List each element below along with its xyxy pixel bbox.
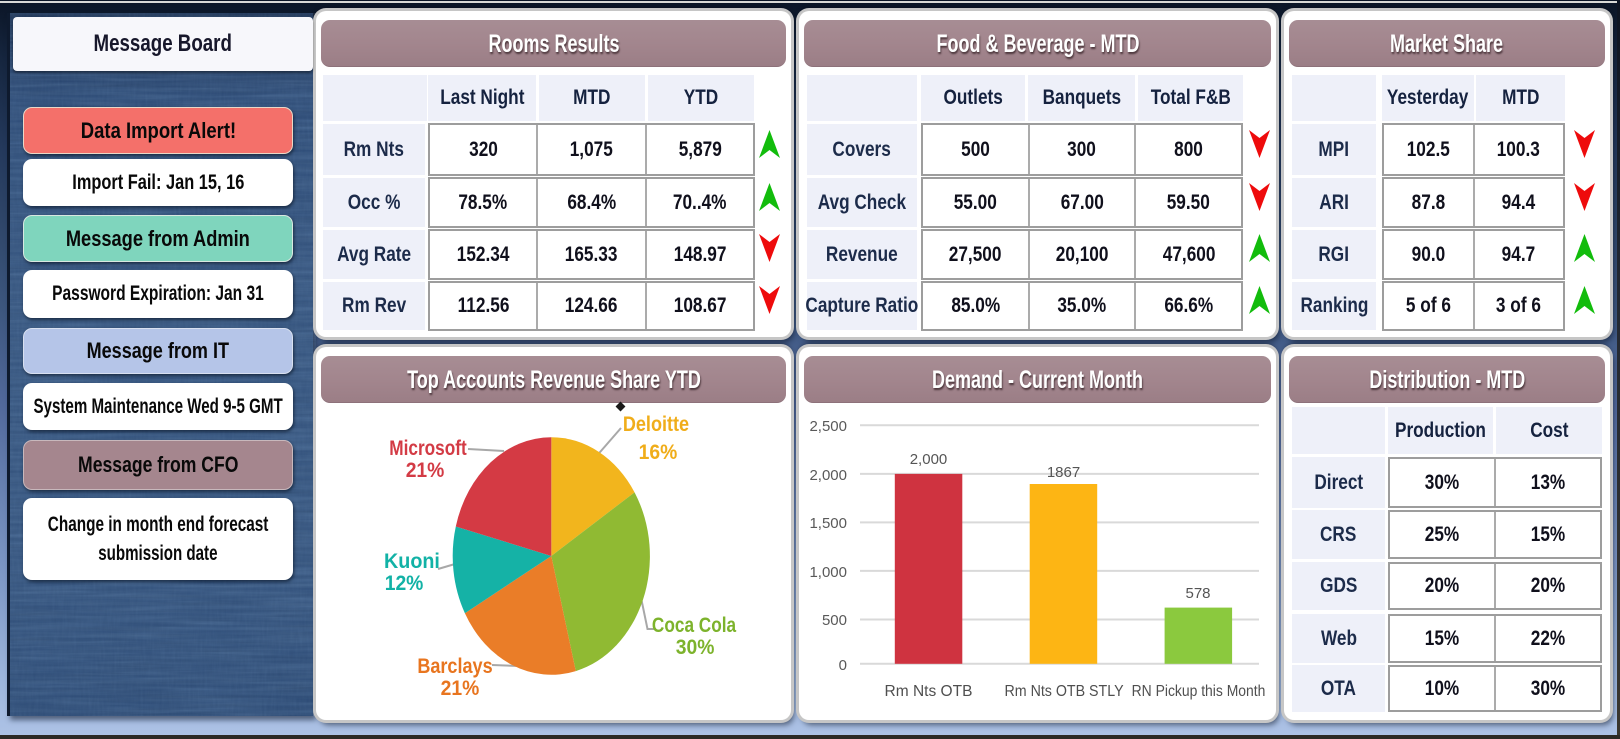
svg-text:12%: 12% (385, 572, 424, 595)
svg-text:30%: 30% (676, 636, 715, 659)
svg-text:21%: 21% (406, 459, 445, 482)
svg-text:1867: 1867 (1047, 464, 1080, 481)
svg-text:Barclays: Barclays (417, 655, 492, 679)
svg-text:500: 500 (822, 612, 847, 629)
svg-text:16%: 16% (639, 441, 678, 464)
svg-text:Coca Cola: Coca Cola (652, 615, 736, 638)
svg-text:Rm Nts OTB STLY: Rm Nts OTB STLY (1005, 682, 1124, 700)
svg-text:2,000: 2,000 (809, 467, 847, 484)
svg-text:Deloitte: Deloitte (623, 413, 689, 437)
svg-text:21%: 21% (441, 677, 480, 700)
svg-text:0: 0 (839, 657, 847, 674)
svg-text:Rm Nts OTB: Rm Nts OTB (885, 683, 973, 700)
svg-text:2,000: 2,000 (910, 451, 948, 468)
svg-text:RN Pickup this Month: RN Pickup this Month (1132, 682, 1266, 700)
svg-text:2,500: 2,500 (809, 418, 847, 435)
svg-text:1,500: 1,500 (809, 515, 847, 532)
svg-text:1,000: 1,000 (809, 564, 847, 581)
svg-text:578: 578 (1185, 585, 1210, 602)
svg-text:Microsoft: Microsoft (389, 438, 467, 461)
svg-text:Kuoni: Kuoni (384, 550, 440, 573)
